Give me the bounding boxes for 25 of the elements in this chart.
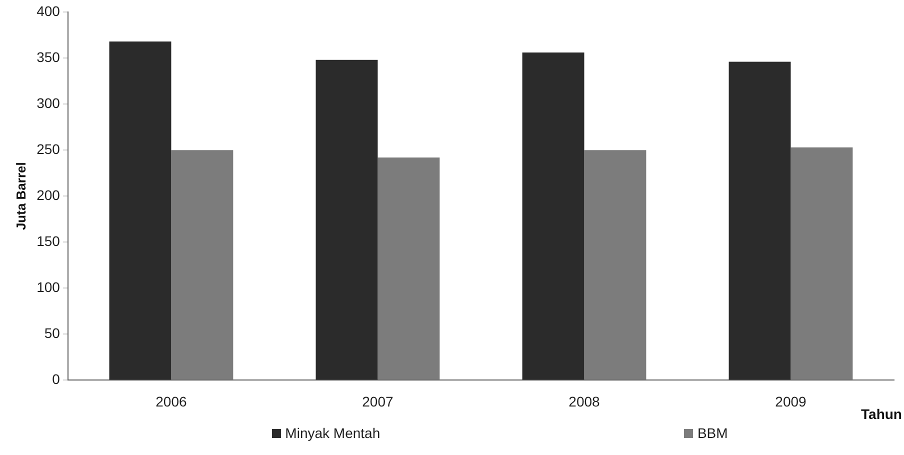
bar bbox=[378, 157, 440, 380]
y-tick-label: 150 bbox=[36, 232, 60, 249]
y-tick-label: 250 bbox=[36, 140, 60, 157]
x-tick-label: 2007 bbox=[362, 393, 394, 410]
y-tick-label: 300 bbox=[36, 94, 60, 111]
x-tick-label: 2009 bbox=[775, 393, 807, 410]
bar bbox=[790, 147, 853, 380]
bar bbox=[171, 150, 234, 380]
legend-label: BBM bbox=[696, 425, 728, 441]
y-tick-label: 200 bbox=[36, 186, 60, 203]
bar bbox=[728, 62, 791, 380]
y-tick-label: 0 bbox=[52, 371, 60, 388]
y-axis-title: Juta Barrel bbox=[13, 162, 28, 230]
x-tick-label: 2008 bbox=[568, 393, 600, 410]
y-tick-label: 50 bbox=[44, 325, 60, 342]
y-tick-label: 400 bbox=[36, 2, 60, 19]
bar bbox=[109, 41, 172, 380]
bar bbox=[584, 150, 646, 380]
legend-label: Minyak Mentah bbox=[284, 425, 380, 441]
x-axis-title: Tahun bbox=[861, 406, 902, 422]
x-tick-label: 2006 bbox=[156, 393, 187, 410]
y-tick-label: 100 bbox=[36, 279, 60, 296]
bar bbox=[316, 60, 378, 380]
y-tick-label: 350 bbox=[36, 48, 60, 65]
bar bbox=[522, 52, 584, 380]
